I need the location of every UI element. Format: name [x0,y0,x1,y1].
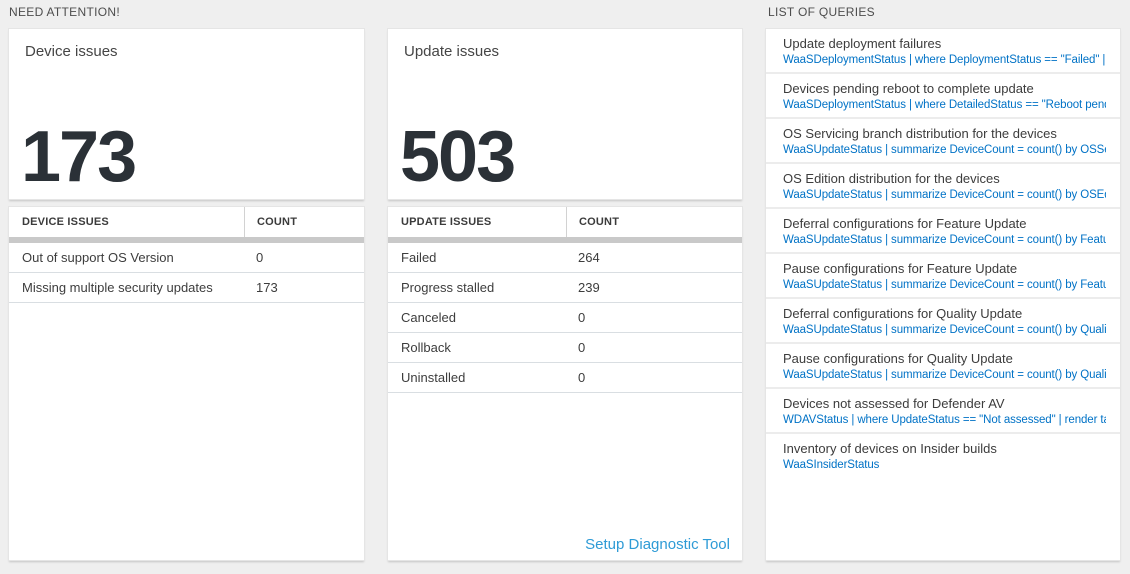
query-text: WDAVStatus | where UpdateStatus == "Not … [783,414,1106,426]
issue-label: Failed [401,250,437,265]
query-text: WaaSUpdateStatus | summarize DeviceCount… [783,279,1106,291]
query-list-item[interactable]: Update deployment failures WaaSDeploymen… [766,29,1120,74]
setup-diagnostic-tool-link[interactable]: Setup Diagnostic Tool [585,536,730,553]
update-issues-count: 503 [400,117,516,197]
query-text: WaaSUpdateStatus | summarize DeviceCount… [783,234,1106,246]
query-list-item[interactable]: Pause configurations for Feature Update … [766,254,1120,299]
table-row[interactable]: Progress stalled 239 [388,273,742,303]
device-issues-title: Device issues [25,43,118,60]
query-list-item[interactable]: OS Servicing branch distribution for the… [766,119,1120,164]
update-table-divider-bar [388,237,742,243]
table-row[interactable]: Out of support OS Version 0 [9,243,364,273]
issue-label: Rollback [401,340,451,355]
query-text: WaaSUpdateStatus | summarize DeviceCount… [783,369,1106,381]
update-issues-tile[interactable]: Update issues 503 [387,28,743,200]
query-title: Deferral configurations for Feature Upda… [783,216,1027,231]
query-text: WaaSDeploymentStatus | where DeploymentS… [783,54,1106,66]
query-title: Devices pending reboot to complete updat… [783,81,1034,96]
device-issues-tile[interactable]: Device issues 173 [8,28,365,200]
issue-count: 264 [578,250,600,265]
query-title: Pause configurations for Feature Update [783,261,1018,276]
issue-count: 0 [578,340,586,355]
update-issues-title: Update issues [404,43,500,60]
query-title: OS Servicing branch distribution for the… [783,126,1057,141]
update-table-header: UPDATE ISSUES COUNT [388,207,742,237]
query-title: Pause configurations for Quality Update [783,351,1013,366]
table-row[interactable]: Rollback 0 [388,333,742,363]
device-table-header-issue: DEVICE ISSUES [22,216,109,228]
issue-label: Progress stalled [401,280,495,295]
issue-count: 0 [578,370,586,385]
device-issues-table: DEVICE ISSUES COUNT Out of support OS Ve… [8,206,365,561]
query-text: WaaSUpdateStatus | summarize DeviceCount… [783,144,1106,156]
issue-count: 173 [256,280,278,295]
table-row[interactable]: Canceled 0 [388,303,742,333]
need-attention-header: NEED ATTENTION! [9,5,120,19]
device-issues-count: 173 [21,117,137,197]
list-of-queries-panel: Update deployment failures WaaSDeploymen… [765,28,1121,561]
query-list-item[interactable]: OS Edition distribution for the devices … [766,164,1120,209]
update-table-header-count: COUNT [566,207,742,237]
table-row[interactable]: Uninstalled 0 [388,363,742,393]
query-list-item[interactable]: Inventory of devices on Insider builds W… [766,434,1120,479]
query-text: WaaSDeploymentStatus | where DetailedSta… [783,99,1106,111]
list-of-queries-header: LIST OF QUERIES [768,5,875,19]
issue-label: Canceled [401,310,456,325]
query-list-item[interactable]: Deferral configurations for Quality Upda… [766,299,1120,344]
issue-label: Uninstalled [401,370,466,385]
query-title: Devices not assessed for Defender AV [783,396,1005,411]
query-list-item[interactable]: Deferral configurations for Feature Upda… [766,209,1120,254]
query-title: Deferral configurations for Quality Upda… [783,306,1023,321]
query-title: Update deployment failures [783,36,942,51]
table-row[interactable]: Missing multiple security updates 173 [9,273,364,303]
query-list-item[interactable]: Devices pending reboot to complete updat… [766,74,1120,119]
update-table-header-issue: UPDATE ISSUES [401,216,492,228]
query-list-item[interactable]: Devices not assessed for Defender AV WDA… [766,389,1120,434]
device-table-header-count: COUNT [244,207,364,237]
device-table-divider-bar [9,237,364,243]
issue-label: Missing multiple security updates [22,280,213,295]
query-text: WaaSUpdateStatus | summarize DeviceCount… [783,189,1106,201]
issue-label: Out of support OS Version [22,250,174,265]
query-list-item[interactable]: Pause configurations for Quality Update … [766,344,1120,389]
issue-count: 239 [578,280,600,295]
table-row[interactable]: Failed 264 [388,243,742,273]
issue-count: 0 [256,250,264,265]
query-title: Inventory of devices on Insider builds [783,441,997,456]
issue-count: 0 [578,310,586,325]
device-table-header: DEVICE ISSUES COUNT [9,207,364,237]
query-title: OS Edition distribution for the devices [783,171,1000,186]
query-text: WaaSUpdateStatus | summarize DeviceCount… [783,324,1106,336]
update-issues-table: UPDATE ISSUES COUNT Failed 264 Progress … [387,206,743,561]
query-text: WaaSInsiderStatus [783,459,880,471]
